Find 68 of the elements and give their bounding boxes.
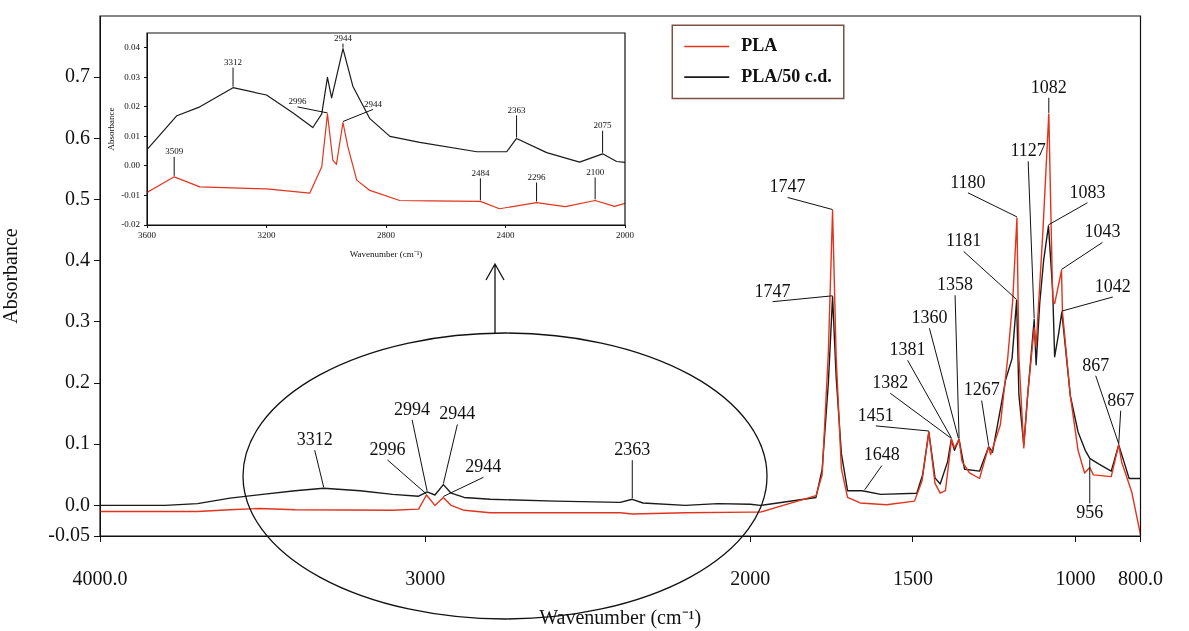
x-tick-label: 2000	[730, 567, 771, 590]
annotation: 2944	[439, 403, 476, 424]
annotation: 2075	[593, 120, 613, 131]
annotation: 867	[1107, 389, 1135, 410]
annotation: 867	[1082, 354, 1110, 375]
y-tick-label: 0.00	[124, 160, 141, 171]
y-tick-label: 0.3	[65, 309, 90, 332]
annotation: 1180	[950, 171, 986, 192]
annotation: 1648	[863, 444, 900, 465]
y-tick-label: 0.7	[65, 64, 90, 87]
annotation: 1747	[769, 176, 806, 197]
x-tick-label: 3200	[257, 229, 276, 240]
annotation: 1267	[963, 379, 1000, 400]
x-tick-label: 1000	[1055, 567, 1096, 590]
x-tick-label: 3000	[405, 567, 446, 590]
x-axis-title: Wavenumber (cm⁻¹)	[349, 248, 423, 259]
y-tick-label: 0.03	[124, 71, 141, 82]
annotation: 1747	[754, 280, 791, 301]
annotation: 2996	[288, 96, 307, 107]
annotation: 1382	[872, 372, 909, 393]
y-tick-label: 0.4	[65, 247, 90, 270]
annotation: 2944	[465, 456, 502, 477]
annotation: 1360	[911, 307, 948, 328]
x-tick-label: 800.0	[1118, 567, 1163, 590]
y-tick-label: -0.02	[121, 219, 140, 230]
legend-label: PLA	[741, 35, 778, 56]
y-axis-title: Absorbance	[105, 107, 116, 151]
annotation: 1451	[857, 404, 894, 425]
y-axis-title: Absorbance	[0, 228, 22, 324]
x-tick-label: 4000.0	[72, 567, 128, 590]
annotation: 1042	[1094, 275, 1131, 296]
y-tick-label: -0.01	[121, 189, 140, 200]
y-tick-label: 0.6	[65, 125, 90, 148]
x-tick-label: 1500	[892, 567, 933, 590]
x-axis-title: Wavenumber (cm⁻¹)	[539, 606, 702, 630]
x-tick-label: 2800	[377, 229, 396, 240]
annotation: 3312	[296, 429, 333, 450]
annotation: 1358	[937, 274, 974, 295]
y-tick-label: 0.1	[65, 431, 90, 454]
annotation: 1083	[1069, 181, 1106, 202]
y-tick-label: 0.04	[124, 42, 141, 53]
annotation: 3509	[165, 146, 184, 157]
annotation: 3312	[224, 57, 243, 68]
annotation: 2363	[614, 439, 651, 460]
annotation: 1043	[1084, 221, 1121, 242]
annotation: 1127	[1010, 140, 1046, 161]
annotation: 2944	[363, 98, 383, 109]
x-tick-label: 2400	[496, 229, 515, 240]
annotation: 2363	[507, 104, 527, 115]
annotation: 1181	[945, 230, 982, 251]
annotation: 2994	[394, 398, 431, 419]
y-tick-label: 0.2	[65, 370, 90, 393]
annotation: 2996	[369, 438, 406, 459]
annotation: 1082	[1030, 76, 1067, 97]
legend-label: PLA/50 c.d.	[741, 65, 832, 86]
annotation: 2484	[471, 167, 490, 178]
annotation: 2944	[333, 33, 353, 44]
x-tick-label: 2000	[616, 229, 635, 240]
x-tick-label: 3600	[138, 229, 157, 240]
y-tick-label: 0.01	[124, 130, 140, 141]
annotation: 1381	[889, 339, 926, 360]
annotation: 956	[1076, 502, 1104, 523]
annotation: 2296	[527, 171, 547, 182]
y-tick-label: 0.02	[124, 101, 140, 112]
y-tick-label: 0.0	[65, 492, 90, 515]
y-tick-label: 0.5	[65, 186, 90, 209]
annotation: 2100	[586, 166, 605, 177]
y-tick-label: -0.05	[48, 523, 90, 546]
